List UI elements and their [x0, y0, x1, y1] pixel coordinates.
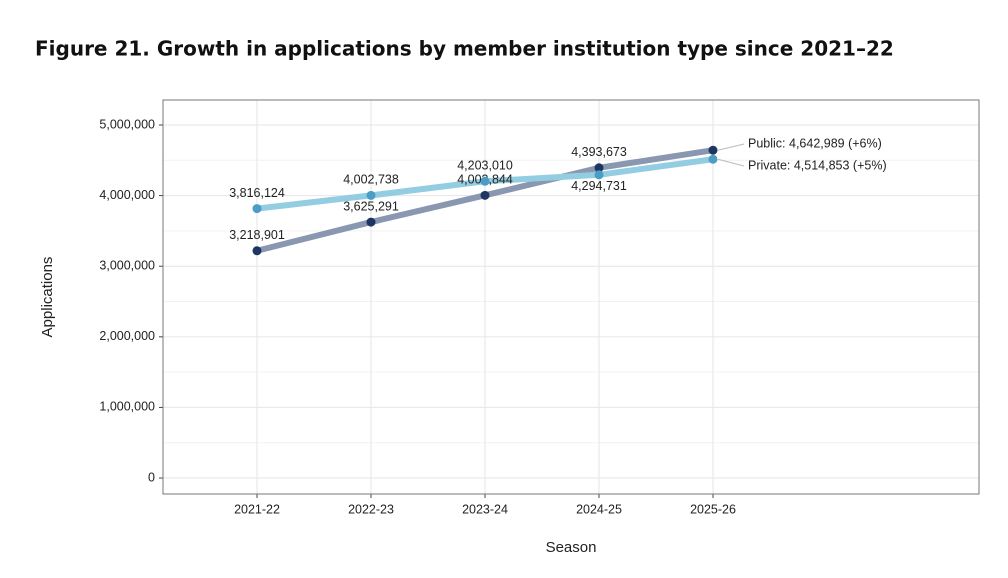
y-tick-label: 0: [148, 470, 155, 484]
chart-title: Figure 21. Growth in applications by mem…: [35, 37, 894, 61]
y-tick-label: 1,000,000: [99, 400, 155, 414]
x-tick-label: 2025-26: [690, 502, 736, 516]
y-tick-label: 4,000,000: [99, 188, 155, 202]
data-point: [252, 246, 262, 256]
data-point: [366, 217, 376, 227]
data-point: [480, 176, 490, 186]
data-point: [594, 163, 604, 173]
annotation: Private: 4,514,853 (+5%): [748, 158, 887, 172]
leader-line: [717, 143, 745, 151]
data-point: [594, 170, 604, 180]
annotation: Public: 4,642,989 (+6%): [748, 136, 882, 150]
x-axis-label: Season: [546, 539, 597, 556]
x-tick-label: 2024-25: [576, 502, 622, 516]
data-label: 3,218,901: [229, 228, 285, 242]
y-tick-label: 3,000,000: [99, 259, 155, 273]
data-point: [708, 154, 718, 164]
plot-border: [162, 99, 980, 495]
data-point: [480, 190, 490, 200]
data-point: [708, 145, 718, 155]
data-point: [366, 190, 376, 200]
x-tick-label: 2021-22: [234, 502, 280, 516]
data-label: 4,203,010: [457, 159, 513, 173]
data-label: 4,294,731: [571, 179, 627, 193]
data-label: 4,002,738: [343, 173, 399, 187]
x-tick-label: 2022-23: [348, 502, 394, 516]
y-tick-label: 2,000,000: [99, 329, 155, 343]
data-point: [252, 204, 262, 214]
leader-line: [717, 158, 745, 167]
data-label: 4,393,673: [571, 145, 627, 159]
data-label: 3,625,291: [343, 199, 399, 213]
y-tick-label: 5,000,000: [99, 117, 155, 131]
x-tick-label: 2023-24: [462, 502, 508, 516]
y-axis-label: Applications: [39, 257, 56, 338]
data-label: 3,816,124: [229, 186, 285, 200]
